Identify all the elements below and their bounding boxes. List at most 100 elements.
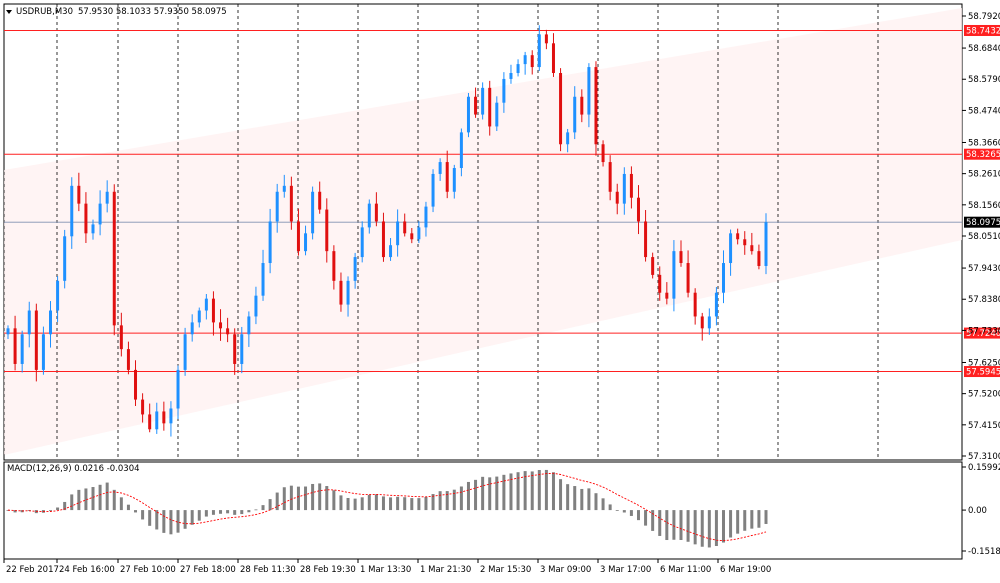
x-tick-label: 28 Feb 19:30 (300, 565, 356, 575)
trend-channel (4, 8, 962, 455)
macd-histogram-bar (332, 490, 336, 511)
macd-histogram-bar (325, 486, 329, 511)
macd-histogram-bar (56, 507, 60, 511)
macd-histogram-bar (233, 510, 237, 515)
bear-candle (126, 349, 130, 370)
macd-histogram-bar (566, 484, 570, 511)
macd-histogram-bar (367, 494, 371, 511)
bear-candle (34, 310, 38, 370)
bear-candle (700, 316, 704, 329)
macd-histogram-bar (551, 472, 555, 511)
bull-candle (672, 251, 676, 299)
macd-histogram-bar (63, 501, 67, 511)
macd-histogram-bar (247, 510, 251, 513)
x-tick-label: 28 Feb 11:30 (240, 565, 296, 575)
bear-candle (13, 328, 17, 364)
macd-histogram-bar (410, 498, 414, 511)
macd-histogram-bar (91, 487, 95, 511)
macd-histogram-bar (169, 510, 173, 535)
bear-candle (84, 203, 88, 234)
x-tick-label: 1 Mar 21:30 (420, 565, 471, 575)
macd-histogram-bar (658, 510, 662, 536)
macd-tick-label: 0.00 (968, 506, 987, 516)
macd-histogram-bar (672, 510, 676, 540)
bull-candle (41, 334, 45, 370)
bull-candle (346, 280, 350, 305)
bull-candle (254, 295, 258, 317)
macd-histogram-bar (211, 510, 215, 515)
macd-histogram-bar (594, 493, 598, 511)
macd-tick-label: 0.15992 (968, 463, 1000, 473)
macd-signal-line (7, 472, 767, 542)
macd-histogram-bar (119, 497, 123, 511)
macd-histogram-bar (346, 497, 350, 511)
macd-histogram-bar (197, 510, 201, 521)
y-tick-label: 57.8380 (968, 295, 1000, 305)
macd-histogram-bar (764, 510, 768, 524)
macd-histogram-bar (219, 510, 223, 514)
macd-histogram-bar (679, 510, 683, 540)
y-tick-label: 58.3660 (968, 138, 1000, 148)
bear-candle (162, 411, 166, 424)
bull-candle (282, 185, 286, 192)
macd-histogram-bar (360, 497, 364, 511)
macd-histogram-bar (98, 484, 102, 511)
macd-histogram-bar (693, 510, 697, 545)
macd-histogram-bar (757, 510, 761, 528)
bear-candle (743, 239, 747, 246)
level-label-bg (964, 366, 1000, 378)
bear-candle (332, 251, 336, 281)
macd-histogram-bar (289, 485, 293, 511)
macd-histogram-bar (452, 489, 456, 511)
bear-candle (636, 197, 640, 222)
bear-candle (750, 245, 754, 252)
level-label-bg (964, 148, 1000, 160)
macd-histogram-bar (162, 510, 166, 533)
level-label: 57.7240 (966, 329, 1000, 339)
bull-candle (311, 191, 315, 234)
macd-histogram-bar (396, 496, 400, 511)
bear-candle (530, 55, 534, 68)
y-tick-label: 58.7920 (968, 12, 1000, 22)
bull-candle (190, 322, 194, 335)
bull-candle (424, 206, 428, 228)
bull-candle (27, 310, 31, 335)
x-tick-label: 27 Feb 18:00 (180, 565, 236, 575)
bull-candle (268, 221, 272, 264)
macd-histogram-bar (204, 510, 208, 517)
macd-histogram-bar (268, 499, 272, 511)
macd-histogram-bar (304, 486, 308, 511)
bull-candle (353, 257, 357, 281)
y-tick-label: 57.5200 (968, 390, 1000, 400)
macd-histogram-bar (353, 498, 357, 511)
macd-histogram-bar (381, 496, 385, 511)
macd-histogram-bar (417, 498, 421, 511)
macd-histogram-bar (714, 510, 718, 547)
macd-histogram-bar (509, 473, 513, 511)
bull-candle (495, 102, 499, 127)
bull-candle (105, 191, 109, 204)
macd-histogram-bar (183, 510, 187, 529)
bear-candle (233, 334, 237, 364)
bear-candle (580, 96, 584, 115)
macd-histogram-bar (77, 489, 81, 511)
x-tick-label: 22 Feb 2017 (6, 565, 59, 575)
bear-candle (679, 251, 683, 264)
macd-histogram-bar (537, 470, 541, 511)
bear-candle (296, 221, 300, 252)
macd-histogram-bar (587, 488, 591, 511)
macd-histogram-bar (474, 479, 478, 511)
macd-histogram-bar (240, 510, 244, 515)
bull-candle (176, 369, 180, 409)
symbol-dropdown-icon[interactable] (6, 10, 12, 14)
bear-candle (112, 191, 116, 326)
level-label-bg (964, 24, 1000, 36)
bull-candle (721, 263, 725, 293)
macd-histogram-bar (622, 510, 626, 513)
bull-candle (6, 328, 10, 335)
bear-candle (608, 162, 612, 192)
bull-candle (91, 224, 95, 234)
y-tick-label: 57.4150 (968, 421, 1000, 431)
macd-histogram-bar (176, 510, 180, 533)
